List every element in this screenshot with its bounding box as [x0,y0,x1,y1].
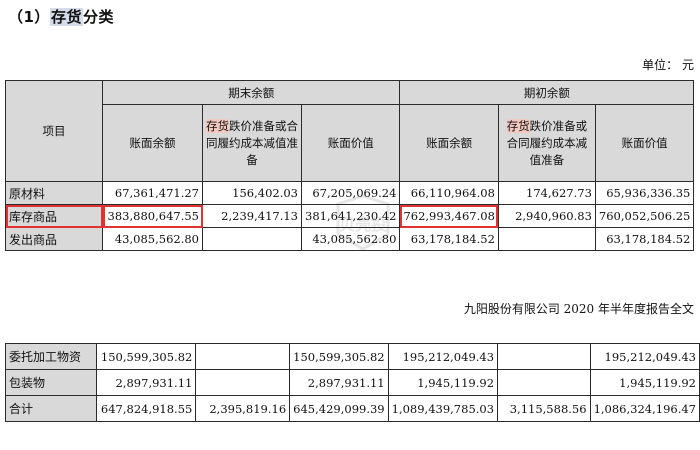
cell-end-value: 43,085,562.80 [300,227,401,251]
cell-end-value: 150,599,305.82 [289,343,389,370]
cell-end-provision [195,369,291,396]
cell-end-balance: 67,361,471.27 [102,181,203,205]
cell-end-balance: 43,085,562.80 [102,227,203,251]
header-period-begin: 期初余额 [399,80,695,105]
report-footer: 九阳股份有限公司 2020 年半年度报告全文 [463,302,694,316]
cell-end-value: 645,429,099.39 [289,395,389,422]
row-label: 包装物 [5,369,97,396]
header-begin-provision: 存货跌价准备或合同履约成本减值准备 [497,104,596,182]
cell-end-balance-highlighted: 383,880,647.55 [102,204,203,228]
cell-end-value: 67,205,069.24 [300,181,401,205]
cell-end-balance: 2,897,931.11 [95,369,197,396]
header-end-provision-text: 跌价准备或合同履约成本减值准备 [206,118,298,167]
table-row-total: 合计 647,824,918.55 2,395,819.16 645,429,0… [5,395,700,422]
header-item: 项目 [5,80,103,182]
cell-end-value: 2,897,931.11 [289,369,389,396]
row-label: 发出商品 [5,227,103,251]
cell-begin-balance-highlighted: 762,993,467.08 [399,204,499,228]
cell-begin-value: 1,086,324,196.47 [589,395,700,422]
header-period-end: 期末余额 [101,80,401,105]
cell-begin-value: 760,052,506.25 [594,204,695,228]
cell-begin-balance: 1,945,119.92 [387,369,499,396]
header-end-book-value: 账面价值 [300,104,401,182]
cell-end-provision: 156,402.03 [202,181,302,205]
cell-begin-value: 195,212,049.43 [589,343,700,370]
header-begin-book-value: 账面价值 [594,104,695,182]
table-row: 委托加工物资 150,599,305.82 150,599,305.82 195… [5,343,700,370]
row-label-total: 合计 [5,395,97,422]
section-title-prefix: （1） [8,8,50,26]
header-begin-book-balance: 账面余额 [399,104,499,182]
inventory-table-top: 项目 期末余额 期初余额 账面余额 存货跌价准备或合同履约成本减值准备 账面价值… [5,80,695,251]
cell-begin-balance: 195,212,049.43 [387,343,499,370]
unit-label: 单位： 元 [642,58,694,72]
header-end-provision: 存货跌价准备或合同履约成本减值准备 [202,104,302,182]
header-end-provision-highlight: 存货 [206,118,229,133]
section-title: （1）存货分类 [8,6,114,27]
inventory-table-bottom: 委托加工物资 150,599,305.82 150,599,305.82 195… [5,343,700,422]
header-begin-provision-highlight: 存货 [506,118,530,133]
cell-begin-provision [497,227,596,251]
cell-end-balance: 150,599,305.82 [95,343,197,370]
row-label: 委托加工物资 [5,343,97,370]
cell-begin-value: 63,178,184.52 [594,227,695,251]
cell-begin-value: 65,936,336.35 [594,181,695,205]
cell-end-provision [202,227,302,251]
cell-end-provision [195,343,291,370]
cell-end-provision: 2,239,417.13 [202,204,302,228]
row-label-highlighted: 库存商品 [5,204,103,228]
table-row: 发出商品 43,085,562.80 43,085,562.80 63,178,… [5,227,695,251]
header-begin-provision-text: 跌价准备或合同履约成本减值准备 [506,118,588,167]
table-row: 原材料 67,361,471.27 156,402.03 67,205,069.… [5,181,695,205]
section-title-suffix: 分类 [82,8,114,26]
row-label: 原材料 [5,181,103,205]
cell-begin-provision [497,343,591,370]
cell-begin-value: 1,945,119.92 [589,369,700,396]
cell-begin-provision: 3,115,588.56 [497,395,591,422]
cell-begin-balance: 1,089,439,785.03 [387,395,499,422]
table-row: 库存商品 383,880,647.55 2,239,417.13 381,641… [5,204,695,228]
cell-end-provision: 2,395,819.16 [195,395,291,422]
cell-begin-provision: 174,627.73 [497,181,596,205]
header-end-book-balance: 账面余额 [102,104,203,182]
cell-end-balance: 647,824,918.55 [95,395,197,422]
section-title-highlight: 存货 [49,8,83,26]
cell-begin-balance: 63,178,184.52 [399,227,499,251]
cell-begin-provision [497,369,591,396]
table-row: 包装物 2,897,931.11 2,897,931.11 1,945,119.… [5,369,700,396]
cell-end-value: 381,641,230.42 [300,204,401,228]
cell-begin-provision: 2,940,960.83 [497,204,596,228]
cell-begin-balance: 66,110,964.08 [399,181,499,205]
